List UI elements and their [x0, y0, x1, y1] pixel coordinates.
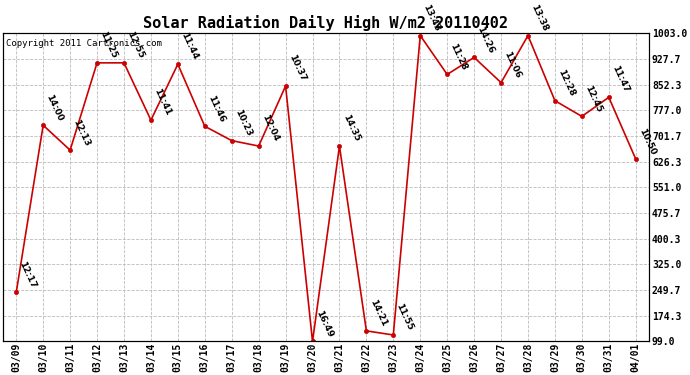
Text: 12:45: 12:45: [583, 84, 604, 114]
Text: 12:55: 12:55: [126, 30, 146, 60]
Text: 11:28: 11:28: [448, 42, 469, 72]
Text: 10:50: 10:50: [637, 127, 658, 156]
Title: Solar Radiation Daily High W/m2 20110402: Solar Radiation Daily High W/m2 20110402: [144, 15, 509, 31]
Text: 12:13: 12:13: [72, 118, 92, 147]
Text: 16:49: 16:49: [314, 309, 334, 339]
Text: 11:47: 11:47: [610, 64, 631, 94]
Text: 11:55: 11:55: [395, 303, 415, 332]
Text: 14:21: 14:21: [368, 298, 388, 328]
Text: 14:26: 14:26: [475, 25, 496, 55]
Text: 13:38: 13:38: [529, 3, 550, 33]
Text: 13:43: 13:43: [422, 3, 442, 33]
Text: 14:00: 14:00: [45, 93, 65, 123]
Text: 10:37: 10:37: [287, 54, 307, 83]
Text: 12:17: 12:17: [18, 260, 38, 290]
Text: 11:25: 11:25: [99, 30, 119, 60]
Text: 11:44: 11:44: [179, 32, 199, 62]
Text: 11:41: 11:41: [152, 87, 172, 117]
Text: 12:28: 12:28: [556, 68, 577, 98]
Text: Copyright 2011 Cartronics.com: Copyright 2011 Cartronics.com: [6, 39, 162, 48]
Text: 12:04: 12:04: [260, 114, 280, 143]
Text: 14:35: 14:35: [341, 113, 361, 143]
Text: 10:23: 10:23: [233, 108, 253, 138]
Text: 11:46: 11:46: [206, 94, 226, 123]
Text: 11:06: 11:06: [502, 50, 522, 80]
